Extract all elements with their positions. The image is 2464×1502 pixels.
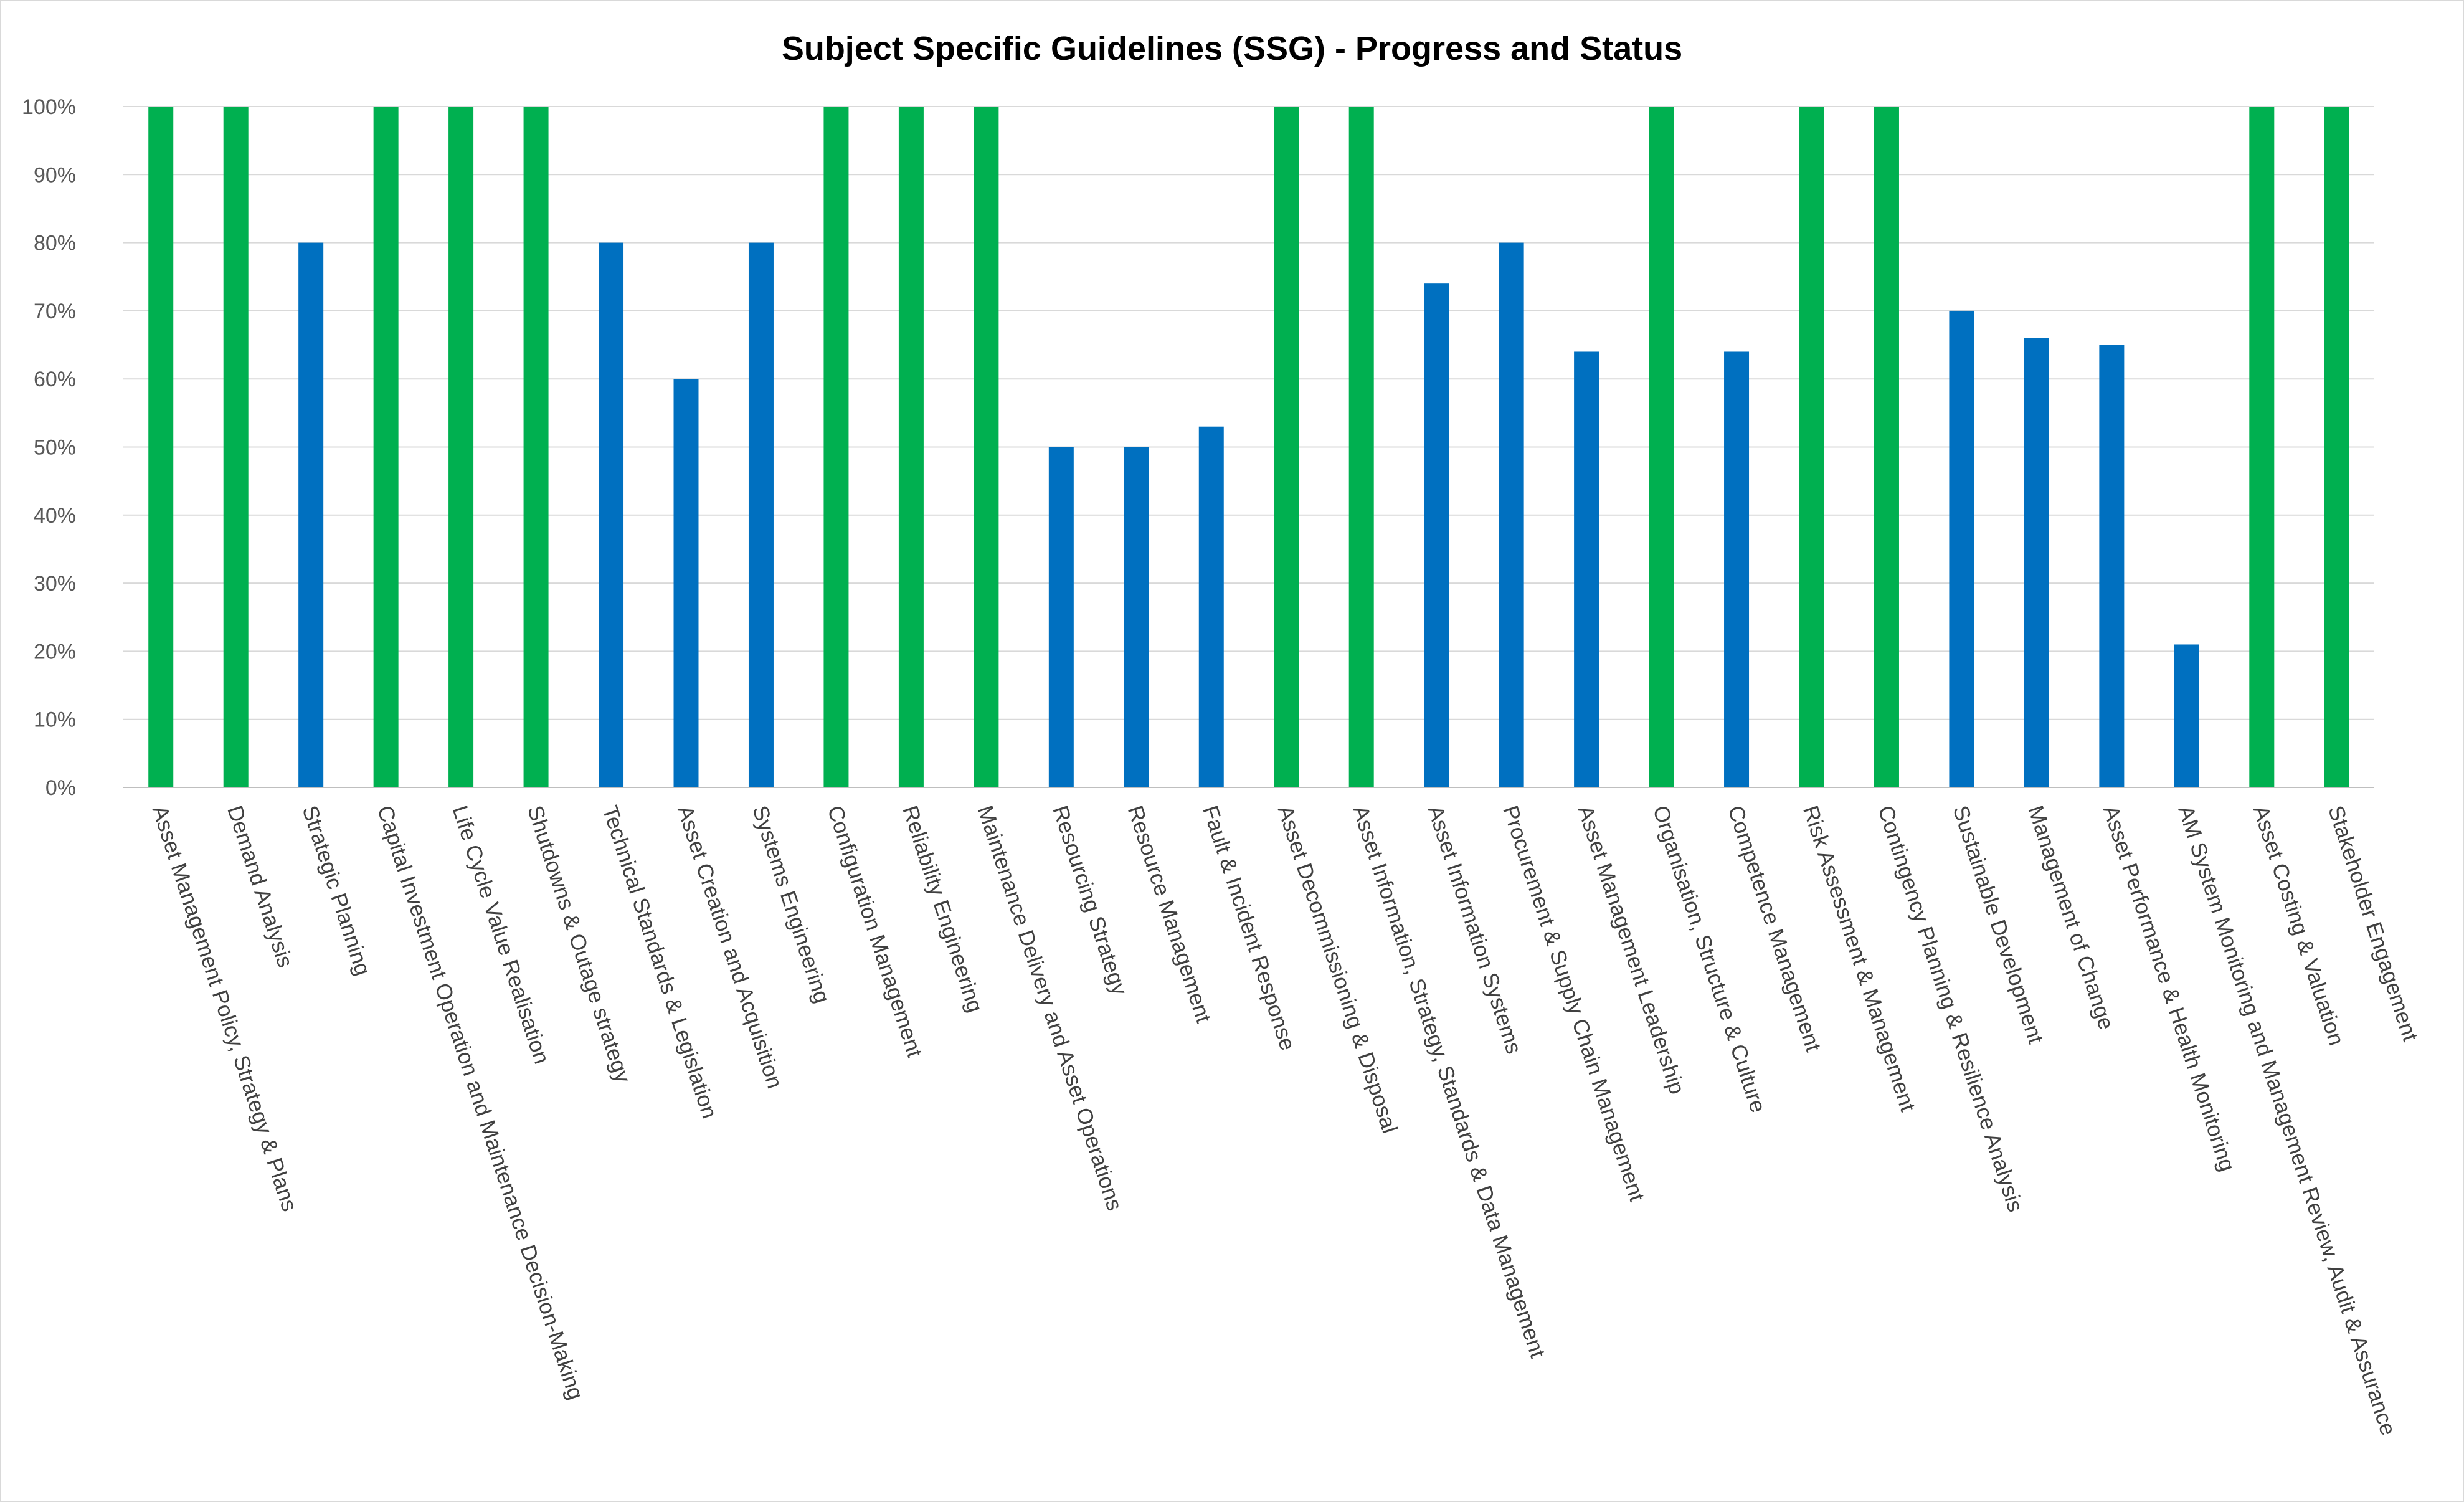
y-axis-ticks: 0% 10% 20% 30% 40% 50% 60% 70% 80% 90% 100% [22, 95, 76, 800]
bar [1799, 107, 1824, 787]
bar [2099, 345, 2125, 787]
y-tick-label: 50% [34, 436, 76, 460]
bar [148, 107, 174, 787]
bar [448, 107, 474, 787]
y-tick-label: 30% [34, 572, 76, 596]
x-tick-label: Contingency Planning & Resilience Analys… [1873, 802, 2027, 1215]
bars [148, 107, 2349, 788]
x-tick-label: Asset Management Policy, Strategy & Plan… [148, 802, 302, 1214]
y-tick-label: 20% [34, 640, 76, 663]
bar [1499, 242, 1524, 788]
x-axis-ticks: Asset Management Policy, Strategy & Plan… [148, 802, 2423, 1438]
bar [2174, 644, 2199, 787]
x-tick-label: Procurement & Supply Chain Management [1498, 802, 1649, 1204]
y-tick-label: 10% [34, 708, 76, 732]
bar [1724, 351, 1750, 787]
x-tick-label: Maintenance Delivery and Asset Operation… [973, 802, 1127, 1214]
y-tick-label: 0% [45, 776, 76, 800]
bar [1048, 447, 1074, 787]
bar [2249, 107, 2275, 787]
x-tick-label: Management of Change [2023, 802, 2118, 1032]
y-tick-label: 60% [34, 368, 76, 391]
x-tick-label: Reliability Engineering [898, 802, 987, 1015]
bar [823, 107, 849, 787]
bar [1424, 283, 1449, 787]
bar [599, 242, 624, 788]
bar [1274, 107, 1299, 787]
bar [2324, 107, 2349, 787]
y-tick-label: 40% [34, 504, 76, 528]
bar [673, 379, 699, 787]
x-tick-label: Demand Analysis [222, 802, 298, 970]
bar [1124, 447, 1149, 787]
bar [1874, 107, 1899, 787]
bar [1348, 107, 1374, 787]
bar [898, 107, 924, 787]
chart-title: Subject Specific Guidelines (SSG) - Prog… [782, 30, 1682, 67]
bar [1949, 310, 1974, 787]
x-tick-label: Asset Performance & Health Monitoring [2098, 802, 2240, 1174]
bar [1649, 107, 1674, 787]
x-tick-label: Resourcing Strategy [1048, 802, 1132, 998]
y-tick-label: 90% [34, 163, 76, 187]
bar [974, 107, 999, 787]
x-tick-label: Systems Engineering [747, 802, 834, 1006]
x-tick-label: Resource Management [1123, 802, 1216, 1025]
bar [298, 242, 324, 788]
x-tick-label: Strategic Planning [298, 802, 376, 978]
bar [223, 107, 249, 787]
bar [2024, 338, 2049, 787]
y-tick-label: 70% [34, 300, 76, 323]
bar [523, 107, 549, 787]
gridlines [123, 106, 2374, 720]
bar [1574, 351, 1599, 787]
bar [373, 107, 399, 787]
bar [1198, 426, 1224, 787]
y-tick-label: 80% [34, 232, 76, 255]
y-tick-label: 100% [22, 95, 76, 119]
bar [748, 242, 774, 788]
